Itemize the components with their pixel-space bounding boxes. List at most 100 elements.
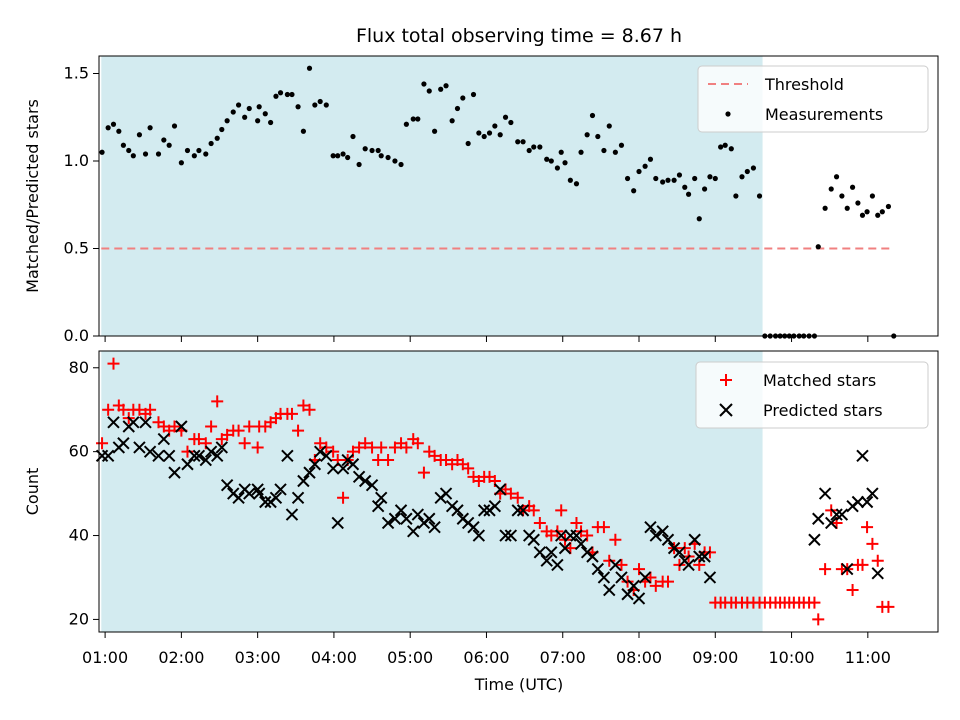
measurement-point — [385, 154, 391, 161]
measurement-point — [833, 174, 840, 180]
predicted-star-point — [381, 516, 395, 530]
matched-star-point — [238, 437, 251, 450]
predicted-star-point — [269, 491, 283, 504]
measurement-point — [155, 151, 162, 157]
predicted-star-point — [632, 592, 646, 605]
predicted-star-point — [423, 512, 436, 525]
x-tick-label: 08:00 — [616, 648, 662, 667]
predicted-star-point — [274, 483, 287, 496]
predicted-star-points — [95, 416, 884, 605]
predicted-star-point — [591, 562, 605, 576]
matched-star-point — [192, 433, 205, 446]
matched-star-point — [462, 462, 475, 475]
predicted-star-point — [621, 588, 634, 601]
measurement-point — [105, 125, 111, 131]
measurement-point — [142, 151, 149, 157]
measurement-point — [214, 135, 220, 141]
measurement-point — [171, 123, 178, 129]
matched-star-point — [615, 558, 628, 571]
legend-predicted-swatch — [719, 403, 733, 417]
predicted-star-point — [352, 470, 366, 484]
predicted-star-point — [574, 537, 588, 551]
matched-star-point — [649, 579, 662, 592]
predicted-star-point — [285, 508, 299, 521]
predicted-star-point — [400, 512, 413, 525]
predicted-star-point — [320, 449, 333, 463]
measurement-point — [340, 151, 346, 157]
predicted-star-point — [649, 529, 662, 542]
predicted-star-point — [499, 529, 512, 542]
measurement-point — [601, 147, 607, 154]
predicted-star-point — [644, 520, 657, 534]
predicted-star-point — [157, 432, 171, 446]
predicted-star-point — [570, 529, 583, 542]
matched-star-point — [102, 403, 115, 416]
measurement-point — [449, 118, 455, 124]
matched-star-point — [337, 491, 350, 504]
predicted-star-point — [394, 504, 408, 517]
x-ticks-bottom: 01:00 02:00 03:00 04:00 05:00 06:00 07:00 08:00… — [82, 632, 891, 667]
predicted-star-point — [175, 420, 188, 433]
measurement-point — [486, 130, 493, 136]
measurement-point — [696, 216, 702, 222]
x-tick-label: 02:00 — [158, 648, 204, 667]
measurement-point — [392, 158, 398, 164]
y-ticks-bottom: 20 40 60 80 — [69, 358, 99, 628]
predicted-star-point — [152, 449, 165, 463]
matched-star-point — [846, 584, 859, 597]
predicted-star-point — [835, 508, 849, 521]
panel-top: 0.0 0.5 1.0 1.5 Matched/Predicted stars Thr… — [23, 55, 939, 345]
matched-star-point — [400, 441, 413, 454]
predicted-star-point — [493, 483, 507, 496]
predicted-star-point — [407, 525, 420, 538]
x-tick-label: 03:00 — [235, 648, 281, 667]
measurement-point — [284, 91, 290, 98]
measurement-point — [554, 165, 560, 171]
predicted-star-point — [215, 441, 229, 454]
measurement-point — [403, 121, 409, 127]
measurement-point — [136, 132, 143, 138]
predicted-star-point — [597, 571, 611, 584]
matched-star-points — [96, 357, 895, 626]
x-tick-label: 06:00 — [463, 648, 509, 667]
measurement-point — [584, 132, 590, 138]
predicted-star-point — [527, 533, 540, 546]
measurement-point — [864, 209, 870, 215]
measurement-point — [685, 191, 692, 197]
predicted-star-point — [243, 487, 256, 500]
measurement-point — [855, 200, 861, 206]
legend-matched-label: Matched stars — [763, 371, 876, 390]
predicted-star-point — [375, 491, 388, 504]
matched-star-point — [168, 420, 181, 433]
measurement-point — [624, 175, 631, 182]
matched-star-point — [232, 424, 245, 437]
measurement-point — [166, 142, 172, 148]
matched-star-point — [314, 437, 327, 450]
x-tick-label: 01:00 — [82, 648, 128, 667]
measurement-point — [432, 128, 438, 134]
legend-top: Threshold Measurements — [697, 65, 929, 133]
measurement-point — [859, 212, 866, 218]
measurement-point — [120, 142, 127, 148]
measurement-point — [558, 149, 564, 155]
matched-star-point — [609, 533, 622, 546]
matched-star-point — [661, 575, 674, 588]
matched-star-point — [211, 395, 224, 408]
measurement-point — [573, 181, 580, 187]
measurement-point — [733, 193, 739, 199]
measurement-point — [722, 142, 728, 148]
measurement-point — [295, 104, 301, 110]
predicted-star-point — [331, 516, 344, 530]
x-tick-label: 04:00 — [311, 648, 357, 667]
measurement-point — [426, 88, 432, 94]
measurement-point — [875, 212, 881, 218]
predicted-star-point — [477, 504, 491, 517]
predicted-star-point — [220, 479, 234, 492]
predicted-star-point — [107, 416, 120, 429]
predicted-star-point — [199, 453, 212, 467]
predicted-star-point — [451, 504, 464, 517]
predicted-star-point — [139, 416, 152, 429]
predicted-star-point — [638, 571, 652, 584]
